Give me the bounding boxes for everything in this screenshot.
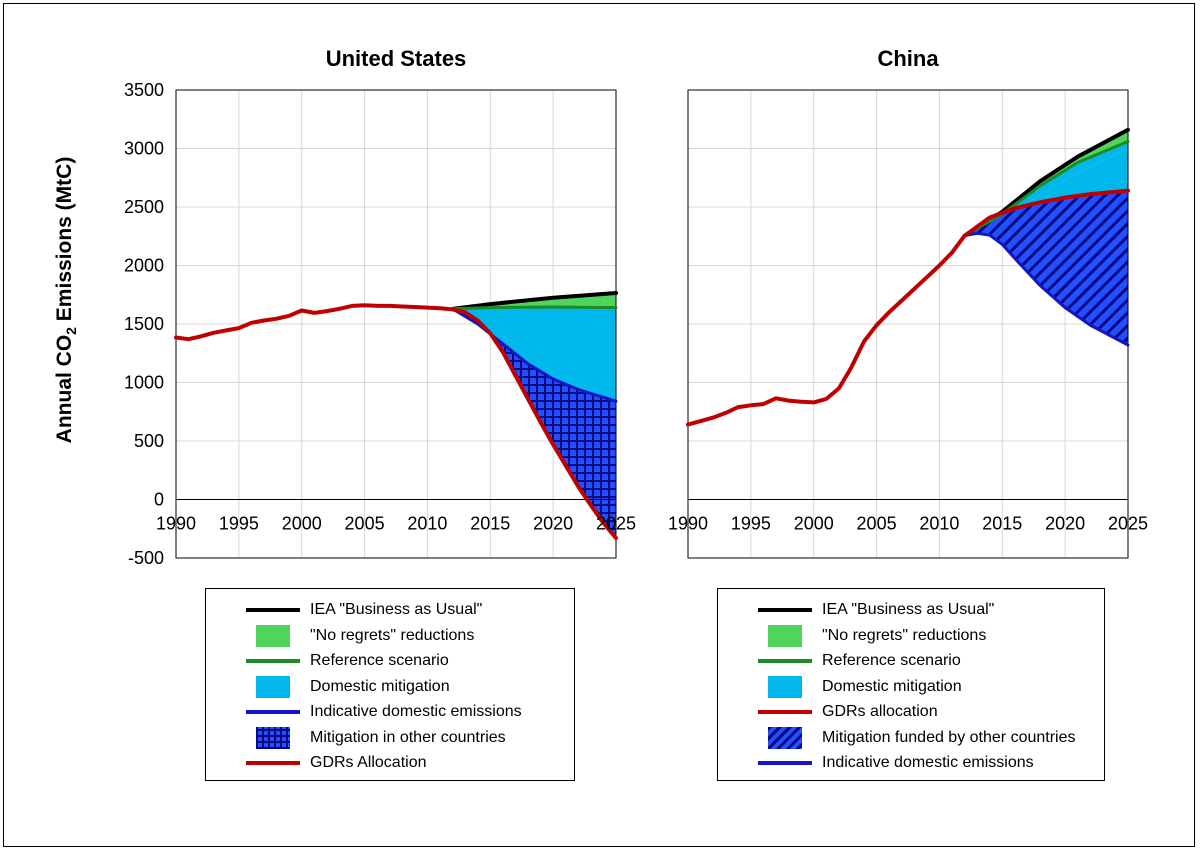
us-legend-item: Reference scenario: [246, 650, 449, 672]
china-legend-label: Reference scenario: [822, 652, 961, 669]
china-legend-swatch: [758, 650, 812, 672]
us-legend-label: Mitigation in other countries: [310, 728, 506, 746]
cn-xtick-label: 1995: [731, 514, 771, 534]
us-plot-frame: [175, 89, 617, 559]
us-legend-swatch: [246, 726, 300, 749]
us-legend-label: Reference scenario: [310, 652, 449, 669]
china-legend-item: Indicative domestic emissions: [758, 752, 1034, 774]
us-legend-swatch: [246, 624, 300, 647]
china-legend-swatch: [758, 701, 812, 723]
us-legend: IEA "Business as Usual" "No regrets" redu…: [205, 588, 575, 781]
china-legend-item: GDRs allocation: [758, 701, 938, 723]
us-xtick-label: 1995: [219, 514, 259, 534]
cn-mitigation-funded-area: [964, 190, 1128, 346]
us-legend-label: Indicative domestic emissions: [310, 703, 522, 720]
us-ytick-label: 3000: [124, 139, 164, 159]
china-plot: 1990 1995 2000 2005 2010 2015 2020 2025: [668, 89, 1148, 559]
us-xtick-label: 2005: [345, 514, 385, 534]
us-line-bau: [450, 291, 618, 311]
us-legend-label: "No regrets" reductions: [310, 626, 475, 644]
china-legend-label: IEA "Business as Usual": [822, 601, 995, 618]
cn-xtick-label: 2025: [1108, 514, 1148, 534]
china-chart-title: China: [877, 46, 939, 71]
us-legend-item: Mitigation in other countries: [246, 726, 506, 749]
china-legend-label: GDRs allocation: [822, 703, 938, 720]
us-legend-swatch: [246, 675, 300, 698]
us-ytick-label: 3500: [124, 80, 164, 100]
china-legend-item: Mitigation funded by other countries: [758, 726, 1076, 749]
us-legend-swatch: [246, 701, 300, 723]
us-xtick-label: 2020: [533, 514, 573, 534]
china-legend-swatch: [758, 726, 812, 749]
us-legend-item: Domestic mitigation: [246, 675, 450, 698]
us-ytick-label: -500: [128, 548, 164, 568]
us-legend-item: "No regrets" reductions: [246, 624, 475, 647]
us-domestic-mitigation-area: [452, 307, 616, 402]
us-ytick-label: 500: [134, 431, 164, 451]
cn-xtick-label: 2010: [919, 514, 959, 534]
china-legend-swatch: [758, 752, 812, 774]
china-legend-swatch: [758, 624, 812, 647]
us-legend-label: Domestic mitigation: [310, 677, 450, 695]
us-legend-item: GDRs Allocation: [246, 752, 427, 774]
us-xtick-label: 2000: [282, 514, 322, 534]
us-xtick-label: 1990: [156, 514, 196, 534]
figure-frame: [3, 3, 1195, 847]
us-legend-item: Indicative domestic emissions: [246, 701, 522, 723]
cn-xtick-label: 2015: [982, 514, 1022, 534]
us-ytick-label: 2500: [124, 197, 164, 217]
us-ytick-label: 1500: [124, 314, 164, 334]
us-legend-label: IEA "Business as Usual": [310, 601, 483, 618]
china-legend-label: "No regrets" reductions: [822, 626, 987, 644]
us-plot: 1990 1995 2000 2005 2010 2015 2020 2025 3500 3000…: [124, 80, 636, 568]
cn-xtick-label: 1990: [668, 514, 708, 534]
china-legend-item: Reference scenario: [758, 650, 961, 672]
us-legend-swatch: [246, 599, 300, 621]
china-legend-item: Domestic mitigation: [758, 675, 962, 698]
us-line-reference: [451, 305, 618, 311]
us-ytick-label: 0: [154, 490, 164, 510]
cn-xtick-label: 2000: [794, 514, 834, 534]
us-ytick-label: 1000: [124, 373, 164, 393]
us-legend-swatch: [246, 650, 300, 672]
us-legend-label: GDRs Allocation: [310, 754, 427, 771]
china-legend-item: "No regrets" reductions: [758, 624, 987, 647]
us-ytick-label: 2000: [124, 256, 164, 276]
us-legend-item: IEA "Business as Usual": [246, 599, 482, 621]
us-legend-swatch: [246, 752, 300, 774]
chart-canvas: 1990 1995 2000 2005 2010 2015 2020 2025 3500 3000…: [124, 80, 1148, 568]
china-legend-label: Mitigation funded by other countries: [822, 728, 1076, 746]
cn-plot-frame: [687, 89, 1129, 559]
us-xtick-label: 2025: [596, 514, 636, 534]
cn-line-reference: [963, 140, 1130, 238]
us-xtick-label: 2015: [470, 514, 510, 534]
cn-xtick-label: 2020: [1045, 514, 1085, 534]
china-legend-label: Indicative domestic emissions: [822, 754, 1034, 771]
us-chart-title: United States: [325, 46, 467, 71]
china-legend-swatch: [758, 599, 812, 621]
us-line-gdrs: [174, 303, 618, 541]
cn-line-gdrs: [686, 188, 1130, 427]
cn-xtick-label: 2005: [857, 514, 897, 534]
us-line-indicative: [451, 307, 618, 403]
china-legend: IEA "Business as Usual" "No regrets" redu…: [717, 588, 1105, 781]
china-legend-item: IEA "Business as Usual": [758, 599, 994, 621]
china-legend-swatch: [758, 675, 812, 698]
us-xtick-label: 2010: [407, 514, 447, 534]
cn-line-indicative: [963, 231, 1130, 347]
china-legend-label: Domestic mitigation: [822, 677, 962, 695]
